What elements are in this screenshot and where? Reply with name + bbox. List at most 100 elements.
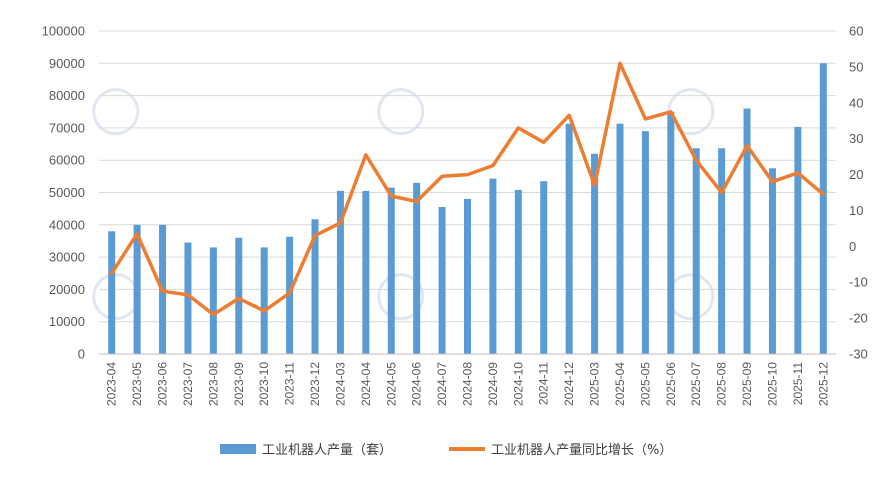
x-tick-label: 2024-10 xyxy=(511,362,525,406)
x-tick-label: 2025-11 xyxy=(791,362,805,405)
x-tick-label: 2025-08 xyxy=(715,362,729,406)
growth-line xyxy=(109,61,826,317)
bar xyxy=(768,168,776,354)
x-tick-label: 2024-03 xyxy=(333,362,347,406)
x-tick-label: 2023-09 xyxy=(232,362,246,406)
bar xyxy=(133,224,141,354)
x-tick-label: 2023-04 xyxy=(105,362,119,406)
legend-bar-label: 工业机器人产量（套） xyxy=(262,442,392,458)
x-tick-label: 2025-05 xyxy=(638,362,652,406)
bar xyxy=(718,148,726,354)
watermark-layer xyxy=(92,88,715,321)
y-right-tick-label: 20 xyxy=(849,167,863,182)
x-tick-label: 2025-07 xyxy=(689,362,703,406)
y-left-tick-label: 90000 xyxy=(49,56,85,71)
watermark-logo-icon xyxy=(377,273,425,321)
watermark xyxy=(667,88,715,136)
y-right-tick-label: 0 xyxy=(849,239,856,254)
watermark-logo-icon xyxy=(92,273,140,321)
x-tick-label: 2024-08 xyxy=(461,362,475,406)
y-left-tick-label: 60000 xyxy=(49,153,85,168)
x-tick-label: 2025-09 xyxy=(740,362,754,406)
x-tick-label: 2025-06 xyxy=(664,362,678,406)
watermark xyxy=(92,273,140,321)
watermark xyxy=(92,88,140,136)
bar xyxy=(311,219,319,354)
y-right-tick-label: 60 xyxy=(849,24,863,39)
y-right-tick-label: -10 xyxy=(849,275,868,290)
bar xyxy=(387,187,395,354)
line-series xyxy=(109,61,826,317)
y-right-tick-label: 30 xyxy=(849,131,863,146)
bar xyxy=(565,123,573,355)
y-axis-left: 0 10000 20000 30000 40000 50000 60000 70000 8000… xyxy=(42,24,85,362)
bar xyxy=(540,181,548,354)
x-tick-label: 2023-12 xyxy=(308,362,322,406)
x-tick-label: 2024-04 xyxy=(359,362,373,406)
bar xyxy=(692,148,700,354)
bar xyxy=(819,63,827,355)
y-left-tick-label: 70000 xyxy=(49,120,85,135)
x-tick-label: 2024-09 xyxy=(486,362,500,406)
x-tick-label: 2025-12 xyxy=(816,362,830,406)
y-left-tick-label: 20000 xyxy=(49,282,85,297)
legend-line-label: 工业机器人产量同比增长（%） xyxy=(491,443,672,458)
bar xyxy=(743,108,751,355)
bar xyxy=(464,198,471,354)
y-left-tick-label: 40000 xyxy=(49,217,85,232)
x-tick-label: 2024-07 xyxy=(435,362,449,406)
y-left-tick-label: 30000 xyxy=(49,250,85,265)
x-tick-label: 2024-12 xyxy=(562,362,576,406)
bar xyxy=(616,123,624,355)
legend-bar-swatch xyxy=(220,444,256,454)
x-tick-label: 2025-03 xyxy=(588,362,602,406)
bar xyxy=(108,231,116,354)
bar xyxy=(336,190,344,354)
y-left-tick-label: 10000 xyxy=(49,314,85,329)
x-tick-label: 2025-10 xyxy=(765,362,779,406)
legend: 工业机器人产量（套） 工业机器人产量同比增长（%） xyxy=(220,442,672,458)
watermark xyxy=(377,273,425,321)
bar xyxy=(260,247,268,354)
y-axis-right: -30 -20 -10 0 10 20 30 40 50 60 xyxy=(849,24,868,362)
bar xyxy=(489,178,497,354)
y-left-tick-label: 50000 xyxy=(49,185,85,200)
x-tick-label: 2024-06 xyxy=(410,362,424,406)
x-tick-label: 2023-11 xyxy=(283,362,297,405)
x-tick-label: 2023-06 xyxy=(156,362,170,406)
bar xyxy=(591,153,599,354)
bar xyxy=(209,247,217,354)
bar xyxy=(286,236,294,354)
y-right-tick-label: -20 xyxy=(849,311,868,326)
y-right-tick-label: 40 xyxy=(849,95,863,110)
x-tick-label: 2023-08 xyxy=(206,362,220,406)
x-tick-label: 2023-05 xyxy=(130,362,144,406)
x-axis: 2023-04 2023-05 2023-06 2023-07 2023-08 2023-… xyxy=(99,353,836,406)
bar xyxy=(235,237,243,354)
bar xyxy=(362,190,370,354)
y-right-tick-label: 50 xyxy=(849,59,863,74)
watermark-logo-icon xyxy=(377,88,425,136)
x-tick-label: 2023-10 xyxy=(257,362,271,406)
bar-series xyxy=(108,63,827,355)
x-tick-label: 2024-11 xyxy=(537,362,551,405)
bar xyxy=(438,207,446,354)
watermark xyxy=(377,88,425,136)
watermark-logo-icon xyxy=(667,88,715,136)
bar xyxy=(794,126,802,354)
bar xyxy=(413,182,421,354)
y-left-tick-label: 0 xyxy=(78,347,85,362)
x-tick-label: 2023-07 xyxy=(181,362,195,406)
x-tick-label: 2025-04 xyxy=(613,362,627,406)
x-tick-label: 2024-05 xyxy=(384,362,398,406)
y-left-tick-label: 80000 xyxy=(49,88,85,103)
bar xyxy=(667,111,675,354)
y-right-tick-label: 10 xyxy=(849,203,863,218)
y-right-tick-label: -30 xyxy=(849,347,868,362)
bar xyxy=(641,131,649,354)
bar xyxy=(514,189,522,354)
bar xyxy=(184,242,192,354)
watermark-logo-icon xyxy=(92,88,140,136)
y-left-tick-label: 100000 xyxy=(42,24,85,39)
